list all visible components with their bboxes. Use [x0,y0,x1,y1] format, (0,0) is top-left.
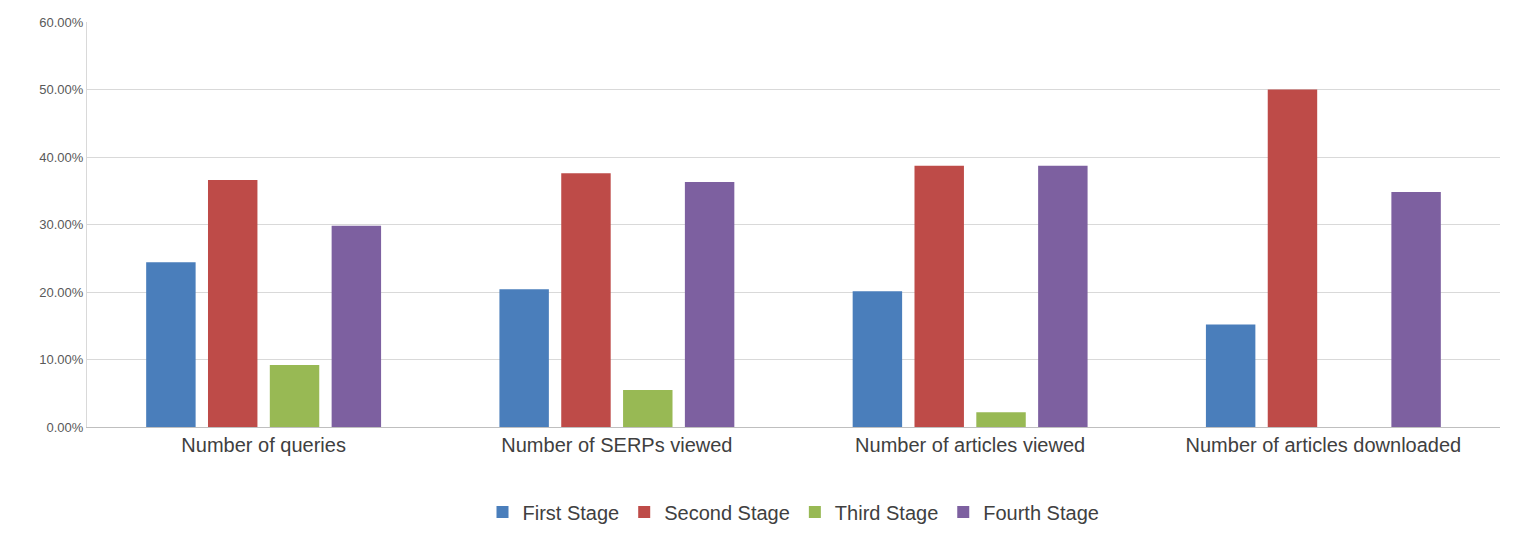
svg-text:50.00%: 50.00% [39,82,84,97]
svg-text:20.00%: 20.00% [39,285,84,300]
svg-text:40.00%: 40.00% [39,150,84,165]
svg-text:Number of queries: Number of queries [181,434,346,456]
svg-text:10.00%: 10.00% [39,352,84,367]
svg-text:Number of articles viewed: Number of articles viewed [855,434,1085,456]
svg-text:Number of articles downloaded: Number of articles downloaded [1186,434,1462,456]
svg-text:Second Stage: Second Stage [664,502,790,524]
svg-text:Number of SERPs viewed: Number of SERPs viewed [501,434,732,456]
svg-text:0.00%: 0.00% [47,420,84,435]
svg-text:Fourth Stage: Fourth Stage [983,502,1099,524]
svg-text:Third Stage: Third Stage [835,502,938,524]
svg-text:30.00%: 30.00% [39,217,84,232]
svg-text:First Stage: First Stage [523,502,620,524]
svg-text:60.00%: 60.00% [39,15,84,30]
